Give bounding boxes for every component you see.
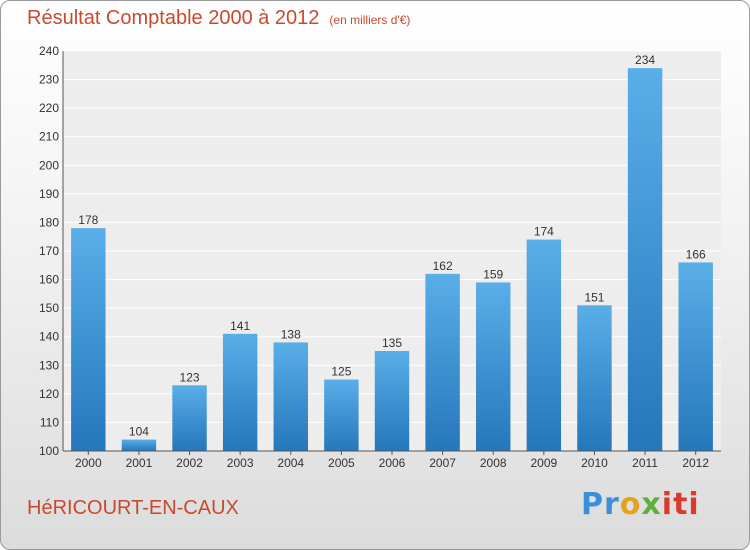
y-tick-label: 210 bbox=[39, 130, 59, 144]
data-label: 141 bbox=[230, 319, 250, 333]
bar-2004 bbox=[273, 342, 308, 451]
x-tick-label: 2008 bbox=[480, 456, 507, 470]
x-tick-label: 2009 bbox=[530, 456, 557, 470]
bars: 178 104 123 141 138 125 135 162 159 174 151 234 166 bbox=[71, 53, 713, 452]
y-tick-label: 140 bbox=[39, 330, 59, 344]
x-tick-label: 2011 bbox=[632, 456, 658, 470]
x-tick-label: 2004 bbox=[277, 456, 304, 470]
y-tick-label: 100 bbox=[39, 444, 59, 458]
data-label: 159 bbox=[483, 267, 503, 281]
x-tick-label: 2002 bbox=[176, 456, 203, 470]
data-label: 174 bbox=[534, 225, 554, 239]
x-tick-label: 2006 bbox=[379, 456, 406, 470]
x-tick-label: 2003 bbox=[227, 456, 254, 470]
data-label: 166 bbox=[686, 247, 706, 261]
y-tick-label: 170 bbox=[39, 244, 59, 258]
bar-2008 bbox=[476, 282, 511, 451]
town-name: HéRICOURT-EN-CAUX bbox=[27, 497, 239, 519]
y-tick-label: 190 bbox=[39, 187, 59, 201]
data-label: 138 bbox=[281, 327, 301, 341]
x-tick-label: 2005 bbox=[328, 456, 355, 470]
x-tick-label: 2000 bbox=[75, 456, 102, 470]
data-label: 135 bbox=[382, 336, 402, 350]
chart-title: Résultat Comptable 2000 à 2012 (en millie… bbox=[27, 7, 411, 29]
chart-unit: (en milliers d'€) bbox=[329, 13, 411, 27]
bar-2001 bbox=[121, 439, 157, 451]
bar-2011 bbox=[627, 68, 663, 452]
x-tick-label: 2012 bbox=[682, 456, 709, 470]
y-tick-label: 240 bbox=[39, 44, 59, 58]
bar-2007 bbox=[425, 273, 460, 451]
bar-2005 bbox=[324, 379, 359, 451]
y-tick-label: 220 bbox=[39, 101, 59, 115]
y-tick-label: 230 bbox=[39, 73, 59, 87]
data-label: 151 bbox=[584, 290, 604, 304]
y-tick-label: 200 bbox=[39, 158, 59, 172]
bar-2006 bbox=[374, 351, 410, 451]
bar-2009 bbox=[526, 239, 562, 451]
bar-2003 bbox=[222, 333, 258, 451]
x-tick-label: 2007 bbox=[429, 456, 456, 470]
x-tick-label: 2001 bbox=[126, 456, 153, 470]
y-tick-label: 150 bbox=[39, 301, 59, 315]
bar-2012 bbox=[678, 262, 713, 451]
data-label: 125 bbox=[331, 365, 351, 379]
y-tick-label: 130 bbox=[39, 358, 59, 372]
logo-part: Pr bbox=[581, 487, 620, 522]
data-label: 123 bbox=[180, 370, 200, 384]
bar-2002 bbox=[172, 385, 207, 451]
bar-2000 bbox=[71, 228, 106, 451]
y-tick-label: 160 bbox=[39, 273, 59, 287]
bar-2010 bbox=[577, 305, 612, 451]
data-label: 104 bbox=[129, 425, 149, 439]
x-tick-label: 2010 bbox=[581, 456, 608, 470]
proxiti-logo: Proxiti bbox=[581, 487, 700, 522]
logo-part: o bbox=[619, 487, 642, 522]
logo-part: x bbox=[641, 487, 662, 522]
logo-part: iti bbox=[661, 487, 700, 522]
axes: 100 110 120 130 140 150 160 170 180 190 200 210 220 2… bbox=[39, 44, 721, 470]
data-label: 162 bbox=[433, 259, 453, 273]
y-tick-label: 110 bbox=[40, 415, 59, 429]
data-label: 178 bbox=[78, 213, 98, 227]
y-tick-label: 120 bbox=[39, 387, 59, 401]
y-tick-label: 180 bbox=[39, 215, 59, 229]
data-label: 234 bbox=[635, 53, 655, 67]
